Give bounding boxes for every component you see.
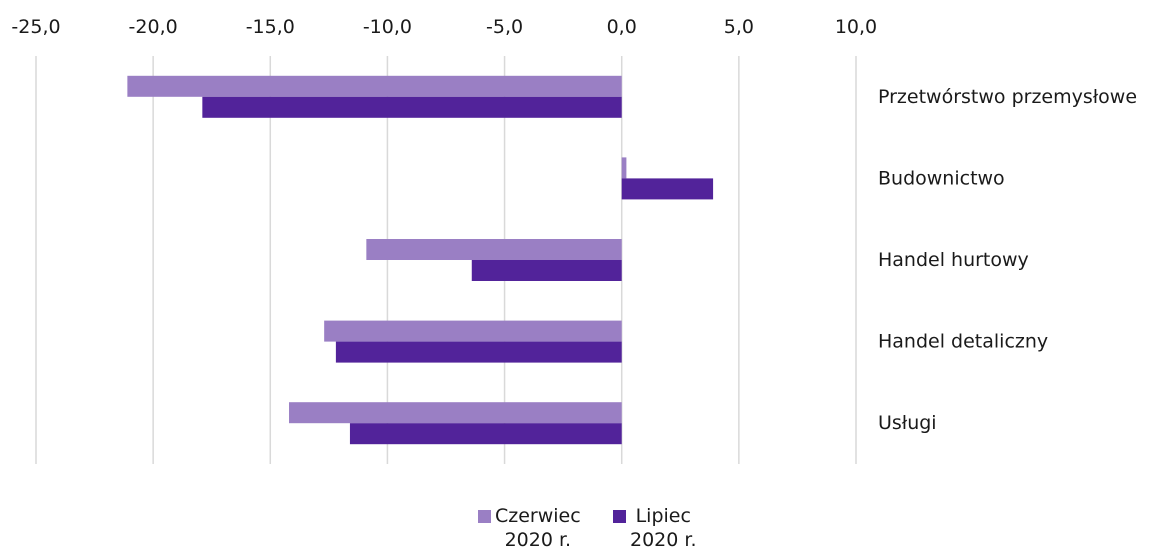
bar-series-2[interactable] (621, 178, 714, 200)
legend: Czerwiec 2020 r. Lipiec 2020 r. (0, 500, 1176, 554)
legend-swatch-series-1 (478, 510, 491, 523)
legend-label-series-2: Lipiec 2020 r. (630, 505, 697, 551)
x-tick-label: 5,0 (724, 16, 754, 38)
x-tick-label: -5,0 (486, 16, 523, 38)
category-label: Handel hurtowy (878, 249, 1029, 271)
x-axis-tick-labels: -25,0 -20,0 -15,0 -10,0 -5,0 0,0 5,0 10,0 (11, 16, 877, 38)
bars (127, 75, 714, 445)
x-tick-label: -10,0 (363, 16, 412, 38)
bar-series-2[interactable] (349, 423, 622, 445)
x-tick-label: -20,0 (129, 16, 178, 38)
x-tick-label: 0,0 (607, 16, 637, 38)
bar-series-2[interactable] (202, 96, 622, 118)
bar-series-1[interactable] (366, 239, 622, 260)
x-tick-label: -15,0 (246, 16, 295, 38)
bar-series-2[interactable] (335, 341, 622, 363)
legend-item-series-1[interactable]: Czerwiec 2020 r. (478, 504, 581, 552)
x-tick-label: -25,0 (11, 16, 60, 38)
legend-label-series-1: Czerwiec 2020 r. (495, 505, 581, 551)
category-label: Budownictwo (878, 167, 1005, 189)
legend-item-series-2[interactable]: Lipiec 2020 r. (613, 504, 697, 552)
category-labels: Przetwórstwo przemysłowe Budownictwo Hande… (878, 86, 1137, 434)
x-tick-label: 10,0 (835, 16, 877, 38)
bar-series-1[interactable] (621, 157, 627, 179)
legend-swatch-series-2 (613, 510, 626, 523)
category-label: Handel detaliczny (878, 331, 1048, 353)
bar-series-1[interactable] (289, 402, 622, 424)
category-label: Usługi (878, 412, 937, 434)
category-label: Przetwórstwo przemysłowe (878, 86, 1137, 108)
bar-series-1[interactable] (324, 320, 622, 342)
bar-series-2[interactable] (471, 260, 622, 281)
bar-series-1[interactable] (127, 75, 622, 97)
